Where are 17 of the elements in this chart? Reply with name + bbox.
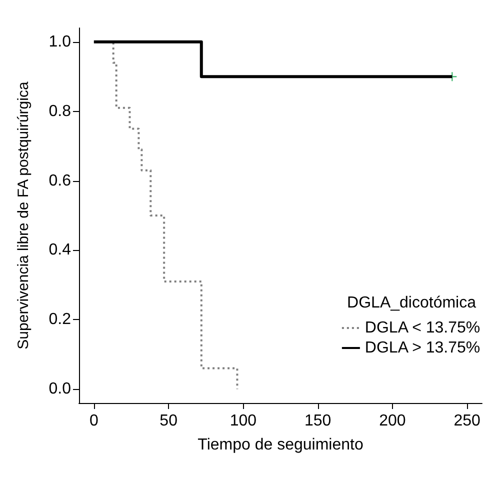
- y-tick-label: 0.8: [48, 102, 72, 120]
- y-tick-label: 1.0: [48, 33, 72, 50]
- x-axis-title: Tiempo de seguimiento: [198, 436, 364, 454]
- y-tick-label: 0.2: [48, 311, 72, 328]
- x-tick-label: 150: [304, 412, 332, 430]
- y-axis-title: Supervivencia libre de FA postquirúrgica: [15, 81, 32, 350]
- legend-title: DGLA_dicotómica: [347, 294, 476, 312]
- x-tick-label: 50: [160, 412, 178, 430]
- x-tick-label: 0: [89, 412, 98, 430]
- y-tick-label: 0.6: [48, 172, 72, 190]
- legend-label: DGLA < 13.75%: [364, 320, 480, 336]
- legend-label: DGLA > 13.75%: [364, 340, 480, 356]
- x-tick-label: 200: [379, 412, 406, 430]
- x-tick-label: 100: [230, 412, 257, 430]
- y-tick-label: 0.4: [48, 242, 72, 259]
- x-tick-label: 250: [454, 412, 481, 430]
- y-tick-label: 0.0: [48, 380, 72, 398]
